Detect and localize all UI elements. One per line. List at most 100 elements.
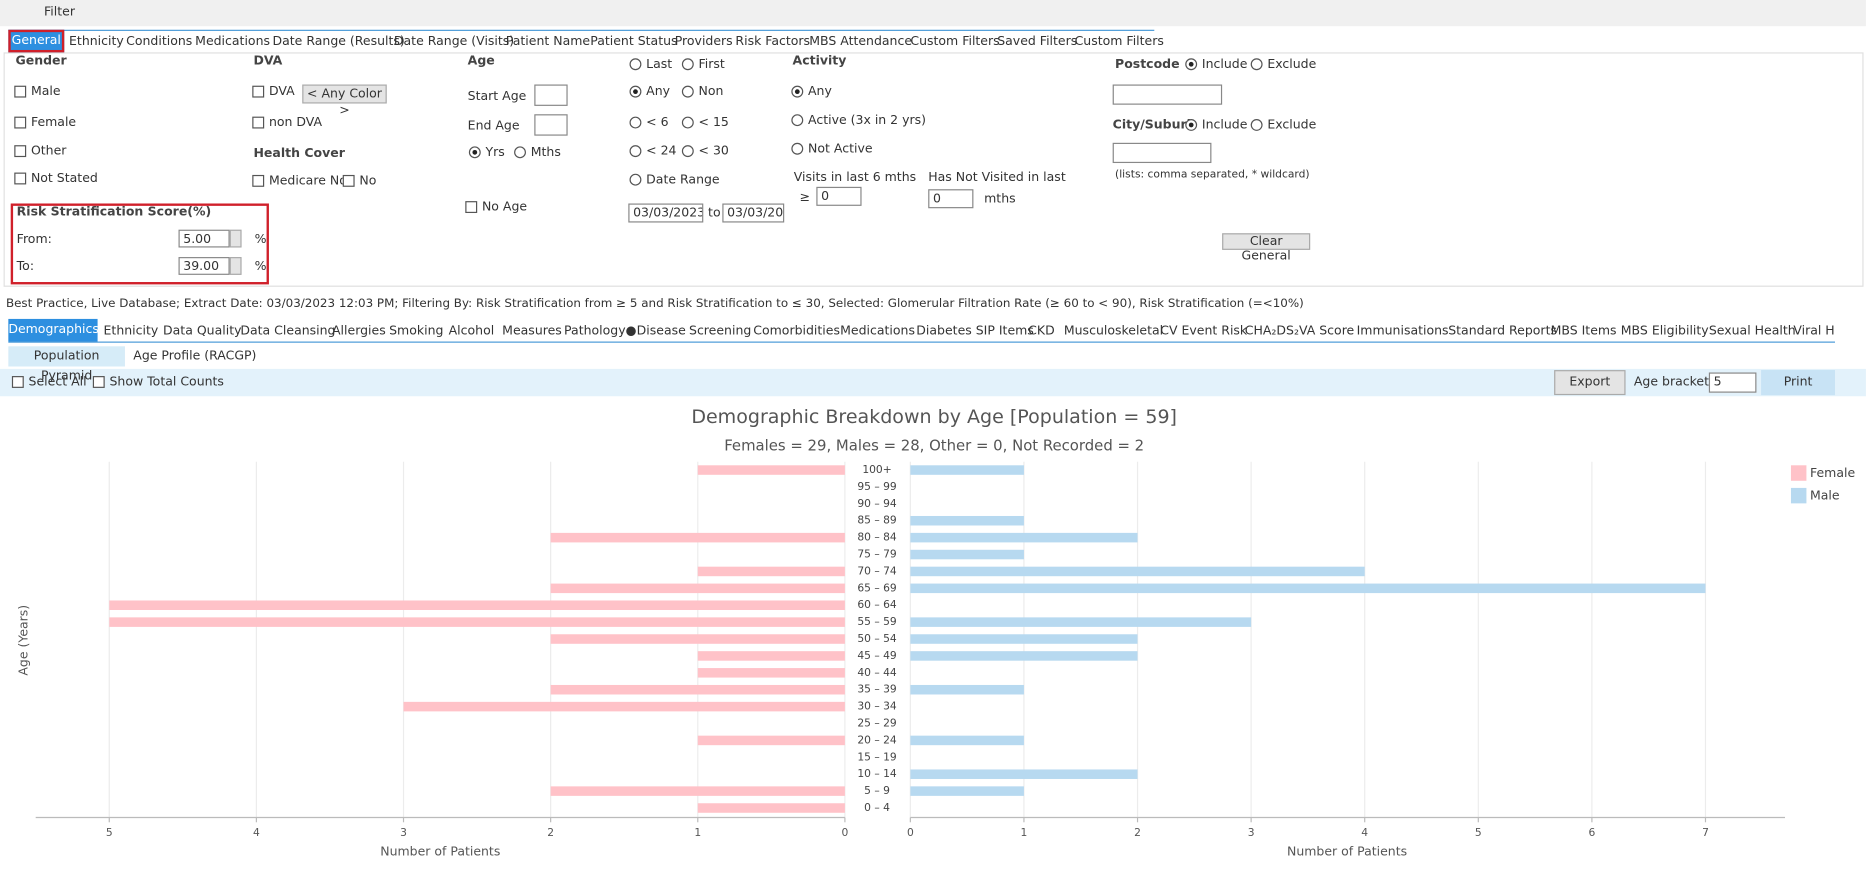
report-tab[interactable]: MBS Eligibility bbox=[1620, 323, 1709, 338]
filter-tab[interactable]: Custom Filters bbox=[1074, 34, 1164, 49]
bar bbox=[910, 735, 1024, 746]
report-tab[interactable]: Disease bbox=[636, 323, 686, 338]
radio[interactable] bbox=[629, 173, 642, 186]
report-tab[interactable]: Diabetes SIP Items bbox=[916, 323, 1034, 338]
report-tab[interactable]: CV Event Risk bbox=[1160, 323, 1248, 338]
filter-tab[interactable]: MBS Attendance bbox=[809, 34, 913, 49]
report-tab[interactable]: Alcohol bbox=[448, 323, 495, 338]
age-bracket-input[interactable]: 5 bbox=[1708, 372, 1757, 393]
bar bbox=[910, 465, 1024, 475]
checkbox[interactable] bbox=[465, 201, 478, 214]
report-tab[interactable]: Sexual Health bbox=[1708, 323, 1796, 338]
filter-tab[interactable]: Date Range (Results) bbox=[272, 34, 405, 49]
label: % bbox=[254, 259, 267, 274]
radio[interactable] bbox=[629, 85, 642, 98]
report-tab[interactable]: Allergies bbox=[332, 323, 386, 338]
filter-tab[interactable]: Date Range (Visits) bbox=[393, 34, 515, 49]
checkbox[interactable] bbox=[14, 116, 27, 129]
report-tab[interactable]: Demographics bbox=[8, 318, 99, 342]
radio[interactable] bbox=[629, 145, 642, 158]
report-tab[interactable]: Musculoskeletal bbox=[1063, 323, 1164, 338]
radio[interactable] bbox=[791, 114, 804, 127]
bar bbox=[550, 532, 845, 543]
radio[interactable] bbox=[1185, 58, 1198, 71]
filter-tab[interactable]: Conditions bbox=[126, 34, 193, 49]
report-tab[interactable]: CHA₂DS₂VA Score bbox=[1244, 323, 1355, 338]
filter-tab[interactable]: Custom Filters bbox=[910, 34, 1000, 49]
checkbox[interactable] bbox=[252, 174, 265, 187]
radio[interactable] bbox=[468, 146, 481, 159]
sub-tab[interactable]: Age Profile (RACGP) bbox=[133, 348, 257, 363]
radio[interactable] bbox=[1185, 119, 1198, 131]
radio[interactable] bbox=[629, 116, 642, 129]
report-tab[interactable]: Standard Reports bbox=[1448, 323, 1557, 338]
checkbox[interactable] bbox=[14, 145, 27, 158]
report-tab[interactable]: Immunisations bbox=[1356, 323, 1449, 338]
date-from[interactable]: 03/03/2023 bbox=[628, 203, 704, 223]
report-tab[interactable]: Ethnicity bbox=[103, 323, 159, 338]
not-visited-select[interactable]: 0 bbox=[928, 189, 974, 209]
filter-tab[interactable]: Risk Factors bbox=[735, 34, 811, 49]
risk-from-input[interactable]: 5.00 bbox=[178, 229, 230, 248]
checkbox[interactable] bbox=[14, 85, 27, 98]
spinner[interactable] bbox=[229, 229, 242, 248]
city-input[interactable] bbox=[1112, 142, 1212, 164]
radio[interactable] bbox=[1250, 58, 1263, 71]
checkbox[interactable] bbox=[92, 376, 105, 388]
postcode-input[interactable] bbox=[1112, 84, 1223, 105]
risk-box bbox=[10, 203, 269, 285]
section-title: Activity bbox=[792, 53, 847, 68]
label: Active (3x in 2 yrs) bbox=[808, 113, 927, 128]
report-tab[interactable]: Comorbidities bbox=[753, 323, 840, 338]
start-age-input[interactable] bbox=[534, 84, 568, 106]
bar bbox=[910, 769, 1138, 779]
end-age-input[interactable] bbox=[534, 114, 568, 136]
visits-select[interactable]: 0 bbox=[816, 186, 862, 206]
report-tab[interactable]: Medications bbox=[840, 323, 915, 338]
checkbox[interactable] bbox=[11, 376, 24, 388]
label: Has Not Visited in last bbox=[928, 170, 1066, 185]
filter-tab[interactable]: Medications bbox=[195, 34, 271, 49]
radio[interactable] bbox=[791, 85, 804, 98]
color-button[interactable]: < Any Color > bbox=[302, 84, 387, 118]
label: % bbox=[254, 232, 267, 247]
print-button[interactable]: Print bbox=[1761, 370, 1835, 396]
label: Medicare No. bbox=[268, 173, 351, 189]
radio[interactable] bbox=[681, 58, 694, 71]
filter-tab[interactable]: General bbox=[8, 29, 65, 53]
category-label: 0 – 4 bbox=[864, 801, 890, 814]
filter-tab[interactable]: Patient Status bbox=[590, 34, 678, 49]
filter-tab[interactable]: Patient Name bbox=[505, 34, 591, 49]
sub-tab[interactable]: Population Pyramid bbox=[8, 346, 125, 383]
radio[interactable] bbox=[1250, 119, 1263, 131]
label: Start Age bbox=[467, 89, 527, 104]
report-tab[interactable]: Pathology● bbox=[564, 323, 637, 338]
clear-button[interactable]: Clear General bbox=[1222, 233, 1311, 263]
filter-tab[interactable]: Saved Filters bbox=[997, 34, 1078, 49]
spinner[interactable] bbox=[229, 257, 242, 275]
report-tab[interactable]: Measures bbox=[502, 323, 562, 338]
report-tab[interactable]: Screening bbox=[689, 323, 752, 338]
filter-tab[interactable]: Providers bbox=[674, 34, 733, 49]
radio[interactable] bbox=[514, 146, 526, 159]
checkbox[interactable] bbox=[342, 174, 355, 187]
checkbox[interactable] bbox=[252, 85, 265, 98]
date-to[interactable]: 03/03/2023 bbox=[722, 203, 785, 223]
radio[interactable] bbox=[681, 116, 694, 129]
radio[interactable] bbox=[791, 142, 804, 155]
risk-to-input[interactable]: 39.00 bbox=[178, 257, 230, 275]
report-tab[interactable]: MBS Items bbox=[1550, 323, 1617, 338]
checkbox[interactable] bbox=[14, 172, 27, 185]
export-button[interactable]: Export bbox=[1554, 370, 1626, 396]
radio[interactable] bbox=[681, 85, 694, 98]
report-tab[interactable]: CKD bbox=[1028, 323, 1055, 338]
report-tab[interactable]: Data Cleansing bbox=[240, 323, 336, 338]
filter-tab[interactable]: Ethnicity bbox=[69, 34, 124, 49]
scroll-arrows[interactable] bbox=[1835, 322, 1861, 336]
radio[interactable] bbox=[629, 58, 642, 71]
radio[interactable] bbox=[681, 145, 694, 158]
report-tab[interactable]: Smoking bbox=[389, 323, 444, 338]
report-tab[interactable]: Data Quality bbox=[163, 323, 242, 338]
report-tab[interactable]: Viral H bbox=[1793, 323, 1835, 338]
checkbox[interactable] bbox=[252, 116, 265, 129]
